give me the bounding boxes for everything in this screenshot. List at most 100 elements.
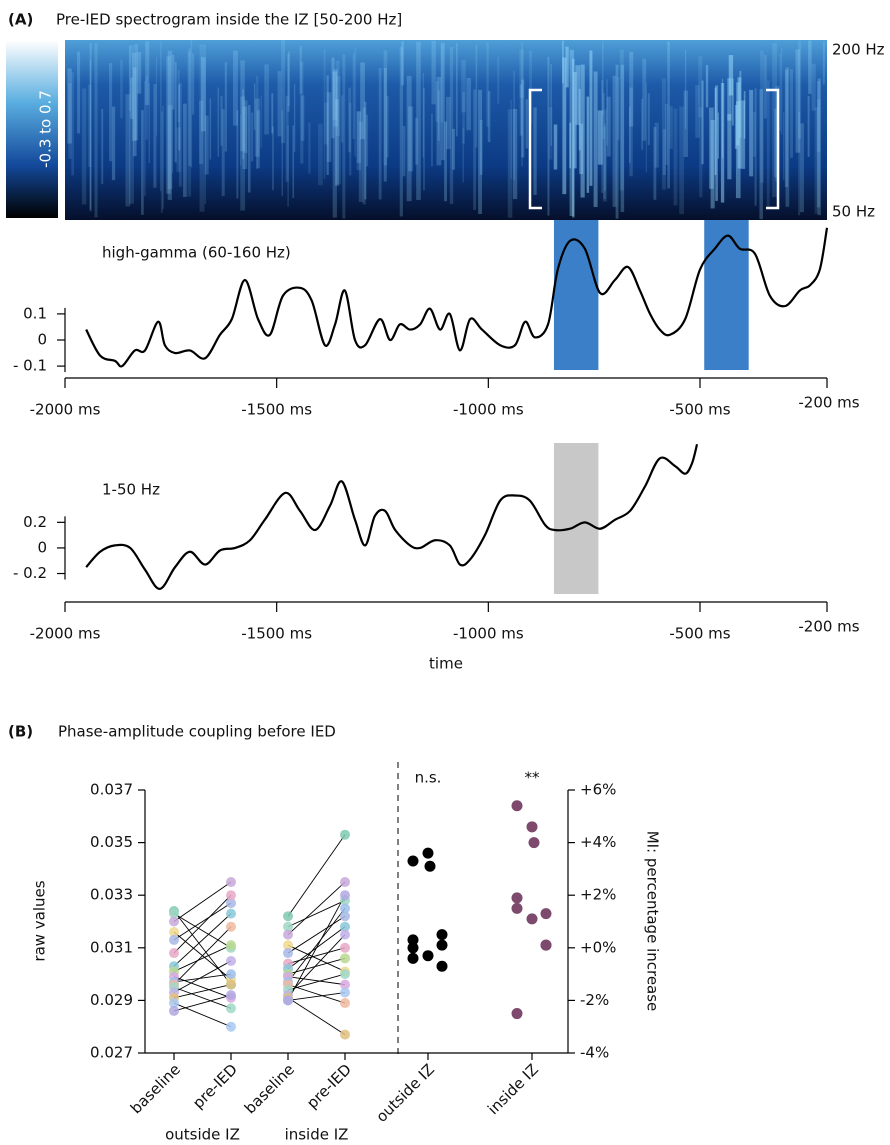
spectrogram-streak bbox=[562, 57, 567, 195]
spectrogram-streak bbox=[606, 96, 611, 157]
highlight-band bbox=[553, 443, 599, 594]
spectrogram-streak bbox=[553, 124, 558, 170]
spectrogram-streak bbox=[743, 91, 746, 139]
spectrogram-streak bbox=[183, 103, 187, 197]
spectrogram-streak bbox=[318, 123, 323, 186]
pre-dot bbox=[340, 987, 350, 998]
spectrogram-streak bbox=[774, 108, 778, 178]
spectrogram-streak bbox=[521, 42, 523, 167]
spectrogram-streak bbox=[365, 114, 369, 167]
spectrogram-streak bbox=[130, 77, 134, 119]
spectrogram-streak bbox=[519, 49, 524, 98]
spectrogram-streak bbox=[763, 55, 767, 119]
spectrogram-streak bbox=[602, 92, 605, 139]
spectrogram-streak bbox=[455, 43, 458, 137]
spectrogram-streak bbox=[807, 96, 810, 157]
spectrogram-streak bbox=[642, 58, 647, 141]
spectrogram-streak bbox=[597, 110, 603, 165]
baseline-dot bbox=[283, 911, 293, 922]
spectrogram-streak bbox=[326, 92, 332, 163]
spectrogram-streak bbox=[578, 88, 581, 151]
spectrogram-streak bbox=[356, 111, 361, 163]
spectrogram-streak bbox=[288, 51, 290, 107]
spectrogram-streak bbox=[604, 123, 606, 191]
spectrogram-streak bbox=[264, 64, 269, 135]
spectrogram-streak bbox=[695, 85, 700, 138]
spectrogram-streak bbox=[148, 83, 150, 164]
x-tick-label: outside IZ bbox=[372, 1060, 438, 1126]
spectrogram-streak bbox=[323, 49, 326, 180]
spectrogram-streak bbox=[334, 99, 339, 186]
highlight-band bbox=[704, 220, 749, 370]
spectrogram-streak bbox=[816, 99, 821, 152]
pre-dot bbox=[226, 969, 236, 980]
spectrogram-streak bbox=[415, 117, 419, 165]
spectrogram-streak bbox=[779, 53, 782, 131]
pair-line bbox=[173, 960, 232, 993]
pre-dot bbox=[226, 979, 236, 990]
spectrogram-streak bbox=[673, 108, 678, 206]
spectrogram-streak bbox=[431, 113, 433, 167]
spectrogram-streak bbox=[192, 53, 195, 115]
spectrogram-streak bbox=[341, 95, 344, 143]
x-tick-label: inside IZ bbox=[484, 1060, 542, 1118]
panel-title: Phase-amplitude coupling before IED bbox=[58, 723, 336, 741]
pre-dot bbox=[340, 1029, 350, 1040]
spectrogram-streak bbox=[204, 115, 209, 175]
mi-dot bbox=[526, 821, 538, 833]
spectrogram-streak bbox=[240, 60, 245, 152]
baseline-dot bbox=[169, 908, 179, 919]
spectrogram-streak bbox=[287, 125, 289, 207]
spectrogram-texture bbox=[67, 40, 825, 220]
colorbar-label: -0.3 to 0.7 bbox=[37, 90, 55, 168]
spectrogram-streak bbox=[619, 49, 624, 191]
spectrogram-streak bbox=[292, 125, 295, 198]
x-tick-label: pre-IED bbox=[303, 1060, 355, 1112]
pair-line bbox=[173, 910, 232, 985]
x-tick-label: -500 ms bbox=[669, 625, 730, 643]
pre-dot bbox=[340, 829, 350, 840]
y-tick-label: 0.033 bbox=[90, 886, 133, 904]
y-tick-label: - 0.1 bbox=[13, 357, 47, 375]
spectrogram-streak bbox=[260, 95, 262, 148]
baseline-dot bbox=[283, 921, 293, 932]
spectrogram-streak bbox=[134, 44, 139, 141]
spectrogram-streak bbox=[699, 107, 703, 198]
pair-line bbox=[287, 881, 346, 935]
spectrogram-streak bbox=[709, 107, 714, 189]
spectrogram-streak bbox=[171, 107, 173, 173]
spectrogram-streak bbox=[144, 80, 146, 196]
spectrogram-streak bbox=[752, 112, 756, 157]
spectrogram-streak bbox=[431, 40, 436, 105]
spectrogram-streak bbox=[199, 44, 205, 212]
spectrogram-streak bbox=[507, 109, 513, 218]
pre-dot bbox=[226, 1003, 236, 1014]
spectrogram-streak bbox=[436, 76, 442, 166]
spectrogram-streak bbox=[308, 122, 311, 174]
spectrogram-streak bbox=[232, 50, 238, 126]
pair-line bbox=[287, 976, 346, 986]
spectrogram-streak bbox=[667, 41, 670, 189]
baseline-dot bbox=[169, 927, 179, 938]
spectrogram-streak bbox=[160, 111, 163, 213]
spectrogram-streak bbox=[137, 52, 142, 94]
pair-line bbox=[173, 986, 232, 1009]
spectrogram-streak bbox=[250, 112, 254, 162]
spectrogram-streak bbox=[462, 127, 464, 183]
spectrogram-streak bbox=[333, 68, 338, 127]
spectrogram-streak bbox=[715, 85, 718, 201]
spectrogram bbox=[65, 40, 827, 220]
spectrogram-streak bbox=[352, 53, 355, 140]
mi-dot bbox=[436, 960, 448, 972]
x-tick-label: -1500 ms bbox=[241, 625, 312, 643]
spectrogram-streak bbox=[281, 110, 283, 197]
spectrogram-streak bbox=[734, 104, 738, 149]
baseline-dot bbox=[169, 998, 179, 1009]
spectrogram-streak bbox=[336, 76, 341, 185]
mi-dot bbox=[407, 952, 419, 964]
spectrogram-streak bbox=[77, 51, 81, 134]
spectrogram-streak bbox=[785, 67, 790, 207]
pair-line bbox=[287, 957, 346, 975]
x-tick-label: -1500 ms bbox=[241, 401, 312, 419]
spectrogram-streak bbox=[572, 58, 575, 218]
